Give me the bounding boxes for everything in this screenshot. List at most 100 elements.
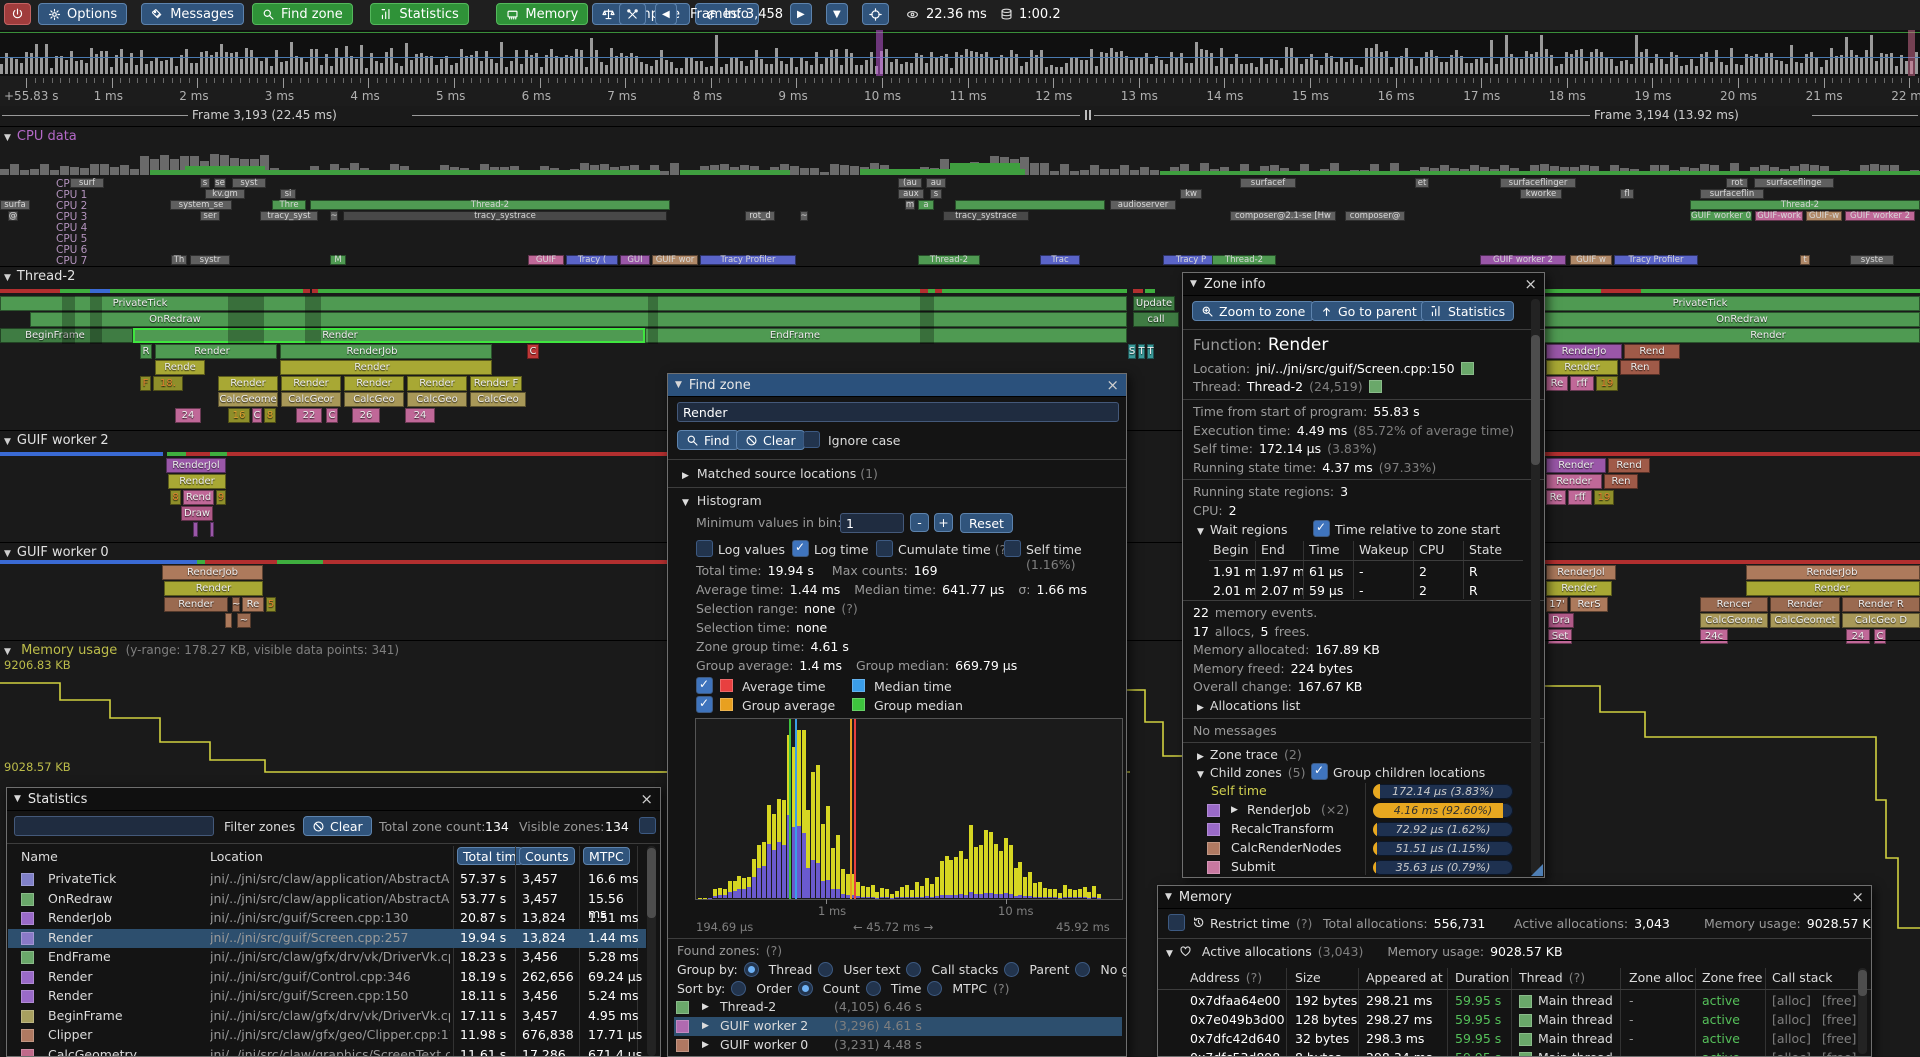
cpu-zone[interactable]: audioserver — [1110, 200, 1176, 210]
statistics-scrollbar[interactable] — [647, 846, 656, 1056]
close-icon[interactable]: × — [640, 790, 653, 808]
cpu-zone[interactable]: s — [200, 178, 210, 188]
column-address[interactable]: Address — [1190, 970, 1240, 985]
relative-time-checkbox[interactable] — [1313, 520, 1330, 537]
cpu-zone[interactable]: aux — [898, 189, 924, 199]
zone-call[interactable]: call — [1133, 312, 1179, 327]
zone-rend[interactable]: Rend — [1624, 344, 1680, 359]
zone-calcgeomet[interactable]: CalcGeomet — [1770, 613, 1840, 628]
column-size[interactable]: Size — [1295, 970, 1321, 985]
child-zone-row[interactable]: Submit 35.63 µs (0.79%) — [1183, 858, 1529, 877]
frame-dropdown-button[interactable]: ▼ — [826, 3, 848, 25]
cpu-zone[interactable]: composer@2.1-se [Hw — [1230, 211, 1336, 221]
zone-calcgeo[interactable]: CalcGeo — [407, 392, 467, 407]
zone-rencer[interactable]: Rencer — [1700, 597, 1768, 612]
cpu-zone[interactable]: tracy_systrace — [943, 211, 1029, 221]
zone-renderjol[interactable]: RenderJol — [166, 458, 226, 473]
statistics-row[interactable]: Clipper jni/../jni/src/claw/gfx/geo/Clipp… — [8, 1026, 646, 1045]
column-thread[interactable]: Thread — [1519, 970, 1563, 985]
wait-regions-collapser[interactable]: ▼ Wait regions — [1197, 522, 1288, 537]
cpu-zone[interactable]: composer@ — [1345, 211, 1405, 221]
zone-calcgeo[interactable]: CalcGeo — [470, 392, 526, 407]
cpu-zone[interactable]: surfaceflinge — [1754, 178, 1834, 188]
wait-col-time[interactable]: Time — [1309, 542, 1340, 557]
zone-c[interactable]: C — [527, 344, 539, 359]
found-zone-row[interactable]: ▶ Thread-2 (4,105) 6.46 s — [674, 998, 1122, 1017]
active-allocations-collapser[interactable]: ▼ Active allocations (3,043) Memory usage… — [1166, 944, 1563, 959]
column-location[interactable]: Location — [210, 849, 263, 864]
zone-render[interactable]: Render — [1546, 458, 1606, 473]
found-zone-row[interactable]: ▶ GUIF worker 2 (3,296) 4.61 s — [674, 1017, 1122, 1036]
cpu-zone[interactable]: GUIF worker 0 — [1690, 211, 1752, 221]
memory-titlebar[interactable]: ▼ Memory × — [1158, 886, 1871, 909]
zone-16[interactable]: 16 — [228, 408, 250, 423]
cpu-zone[interactable]: fl — [1620, 189, 1634, 199]
min-values-input[interactable] — [840, 513, 904, 533]
cpu-zone[interactable]: surf — [70, 178, 104, 188]
cpu-zone[interactable]: GUIF — [528, 255, 564, 265]
group-parent[interactable] — [1004, 962, 1020, 977]
sort-time[interactable] — [865, 981, 881, 996]
clear-button[interactable]: Clear — [736, 430, 805, 450]
zone-s[interactable]: S — [1128, 344, 1136, 359]
cpu-zone[interactable]: t — [1800, 255, 1810, 265]
zone-endframe[interactable]: EndFrame — [645, 328, 1127, 343]
zone-17-[interactable]: 17' — [1546, 597, 1568, 612]
cpu-zone[interactable]: M — [330, 255, 346, 265]
cpu-zone[interactable]: Thread-2 — [918, 255, 980, 265]
find-zone-search-input[interactable] — [677, 402, 1119, 422]
zone-beginframe[interactable]: BeginFrame — [0, 328, 133, 343]
memory-scrollbar[interactable] — [1858, 968, 1867, 1054]
self-time-checkbox[interactable] — [1004, 540, 1021, 557]
cpu-zone[interactable]: ser — [200, 211, 220, 221]
child-zones-collapser[interactable]: ▼ Child zones (5) — [1197, 765, 1306, 780]
find-zone-button[interactable]: Find zone — [252, 3, 353, 25]
zone-re[interactable]: Re — [242, 597, 264, 612]
zone-renderjol[interactable]: RenderJol — [1546, 565, 1616, 580]
zone-render[interactable]: Render — [1746, 581, 1920, 596]
zone-statistics-button[interactable]: Statistics — [1421, 301, 1515, 321]
zone-calcgeor[interactable]: CalcGeor — [281, 392, 341, 407]
zone-render[interactable]: Render — [1546, 474, 1602, 489]
zone-render[interactable]: Render — [1770, 597, 1840, 612]
zone-block[interactable] — [210, 522, 214, 537]
cpu-zone[interactable]: system_se — [170, 200, 232, 210]
min-values-decrement[interactable]: - — [910, 513, 929, 532]
zone-re[interactable]: Re — [1546, 376, 1568, 391]
cpu-data-header[interactable]: ▼ CPU data — [0, 126, 1920, 144]
child-zone-row[interactable]: Self time 172.14 µs (3.83%) — [1183, 782, 1529, 801]
column-appeared-at[interactable]: Appeared at — [1366, 970, 1443, 985]
sort-count[interactable] — [797, 981, 813, 996]
cpu-zone[interactable]: tracy_systrace — [343, 211, 667, 221]
expand-icon[interactable]: ▶ — [1231, 805, 1238, 815]
statistics-button[interactable]: Statistics — [370, 3, 469, 25]
zone-f[interactable]: F — [140, 376, 151, 391]
column-duration[interactable]: Duration — [1455, 970, 1510, 985]
cpu-zone[interactable]: surfaceflinger — [1500, 178, 1576, 188]
cpu-zone[interactable]: GUIF worker 2 — [1845, 211, 1915, 221]
cpu-zone[interactable]: rot_d — [745, 211, 775, 221]
close-icon[interactable]: × — [1524, 275, 1537, 293]
zone-render[interactable]: Render — [281, 376, 341, 391]
zone-19[interactable]: 19 — [1594, 490, 1614, 505]
zone-renderjob[interactable]: RenderJob — [162, 565, 263, 580]
column-counts[interactable]: Counts — [519, 847, 575, 865]
statistics-row[interactable]: Render jni/../jni/src/guif/Control.cpp:34… — [8, 968, 646, 987]
tools-button[interactable] — [619, 3, 646, 25]
zone-renderjob[interactable]: RenderJob — [1746, 565, 1920, 580]
statistics-row[interactable]: Render jni/../jni/src/guif/Screen.cpp:150… — [8, 987, 646, 1006]
cpu-zone[interactable]: GUIF-w — [1806, 211, 1842, 221]
child-zone-row[interactable]: CalcRenderNodes 51.51 µs (1.15%) — [1183, 839, 1529, 858]
zone-18-[interactable]: 18. — [153, 376, 183, 391]
zone-8[interactable]: 8 — [170, 490, 181, 505]
column-mtpc[interactable]: MTPC — [583, 847, 630, 865]
cpu-zone[interactable]: s — [930, 189, 942, 199]
zone-privatetick[interactable]: PrivateTick — [1541, 296, 1920, 311]
cpu-zone[interactable]: a — [918, 200, 934, 210]
cpu-zone[interactable]: Trac — [1040, 255, 1080, 265]
child-zone-row[interactable]: ▶ RenderJob (×2) 4.16 ms (92.60%) — [1183, 801, 1529, 820]
cpu-zone[interactable]: syste — [1850, 255, 1894, 265]
statistics-row[interactable]: OnRedraw jni/../jni/src/claw/application/… — [8, 890, 646, 921]
zone-rff[interactable]: rff — [1570, 376, 1594, 391]
cpu-zone[interactable]: GUI — [620, 255, 650, 265]
